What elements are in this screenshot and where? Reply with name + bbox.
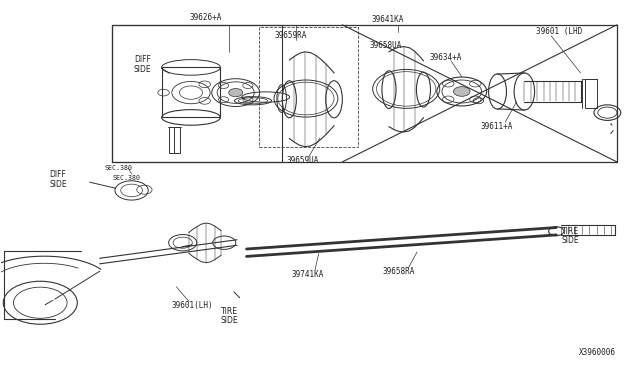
Text: 39601 (LHD: 39601 (LHD xyxy=(536,26,582,36)
Text: 39659UA: 39659UA xyxy=(287,156,319,165)
Bar xyxy=(585,79,596,108)
Text: DIFF: DIFF xyxy=(50,170,67,179)
Bar xyxy=(170,127,179,153)
Text: DIFF: DIFF xyxy=(134,55,151,64)
Text: TIRE: TIRE xyxy=(562,227,579,236)
Text: 39658UA: 39658UA xyxy=(370,41,402,50)
Ellipse shape xyxy=(228,89,243,97)
Text: 39601(LH): 39601(LH) xyxy=(172,301,214,310)
Text: 39641KA: 39641KA xyxy=(371,15,403,24)
Text: 39741KA: 39741KA xyxy=(292,270,324,279)
Text: SIDE: SIDE xyxy=(49,180,67,189)
Ellipse shape xyxy=(454,87,470,96)
Bar xyxy=(259,27,358,147)
Text: TIRE: TIRE xyxy=(221,307,238,316)
Text: 39634+A: 39634+A xyxy=(430,52,462,61)
Text: 39659RA: 39659RA xyxy=(274,31,307,41)
Text: SEC.380: SEC.380 xyxy=(113,175,140,181)
Bar xyxy=(162,67,220,118)
Text: SEC.380: SEC.380 xyxy=(104,165,132,171)
Text: SIDE: SIDE xyxy=(134,65,151,74)
Text: SIDE: SIDE xyxy=(561,235,579,245)
Text: 39626+A: 39626+A xyxy=(189,13,221,22)
Text: 39611+A: 39611+A xyxy=(481,122,513,131)
Text: X3960006: X3960006 xyxy=(579,348,616,357)
Text: 39658RA: 39658RA xyxy=(383,267,415,276)
Text: SIDE: SIDE xyxy=(221,316,238,325)
